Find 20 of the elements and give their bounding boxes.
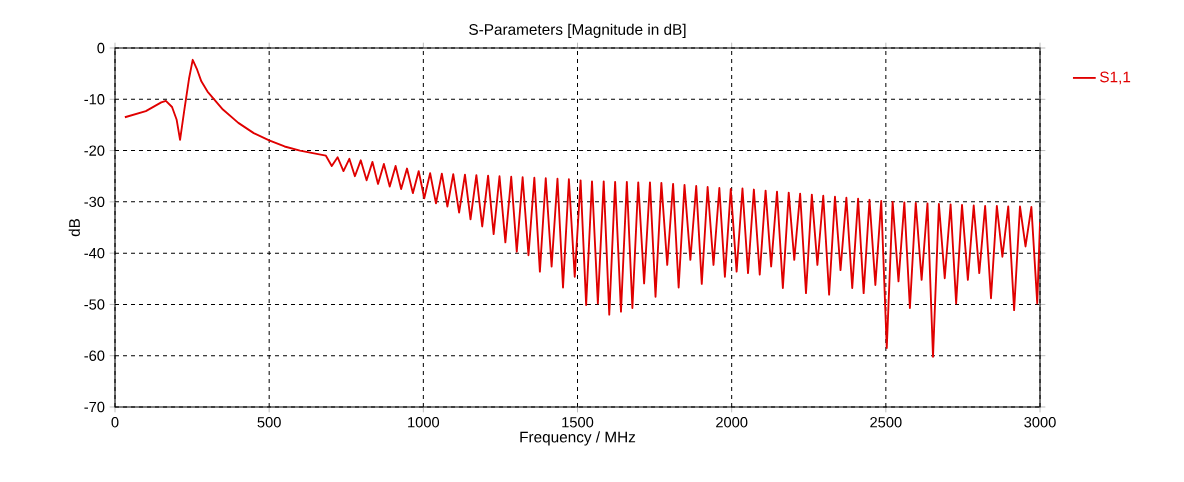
x-tick-label: 1000: [408, 417, 440, 428]
x-tick-label: 2000: [716, 417, 748, 428]
y-tick-label: -20: [84, 145, 105, 156]
x-tick-label: 3000: [1024, 417, 1056, 428]
y-tick-label: -60: [84, 350, 105, 361]
y-tick-label: -70: [84, 401, 105, 413]
y-axis-title: dB: [68, 218, 80, 237]
line-series: [123, 58, 1041, 358]
y-tick-label: -30: [84, 196, 105, 208]
chart-title: S-Parameters [Magnitude in dB]: [469, 23, 686, 38]
x-tick-label: 500: [257, 417, 281, 428]
x-tick-label: 2500: [870, 417, 902, 428]
legend-label: S1,1: [1100, 71, 1131, 85]
y-tick-label: 0: [97, 42, 105, 54]
y-tick-label: -40: [84, 247, 105, 259]
y-tick-label: -10: [84, 94, 105, 105]
x-tick-label: 0: [111, 417, 119, 428]
y-tick-label: -50: [84, 299, 105, 310]
x-tick-label: 1500: [562, 417, 594, 428]
x-axis-title: Frequency / MHz: [520, 431, 636, 446]
